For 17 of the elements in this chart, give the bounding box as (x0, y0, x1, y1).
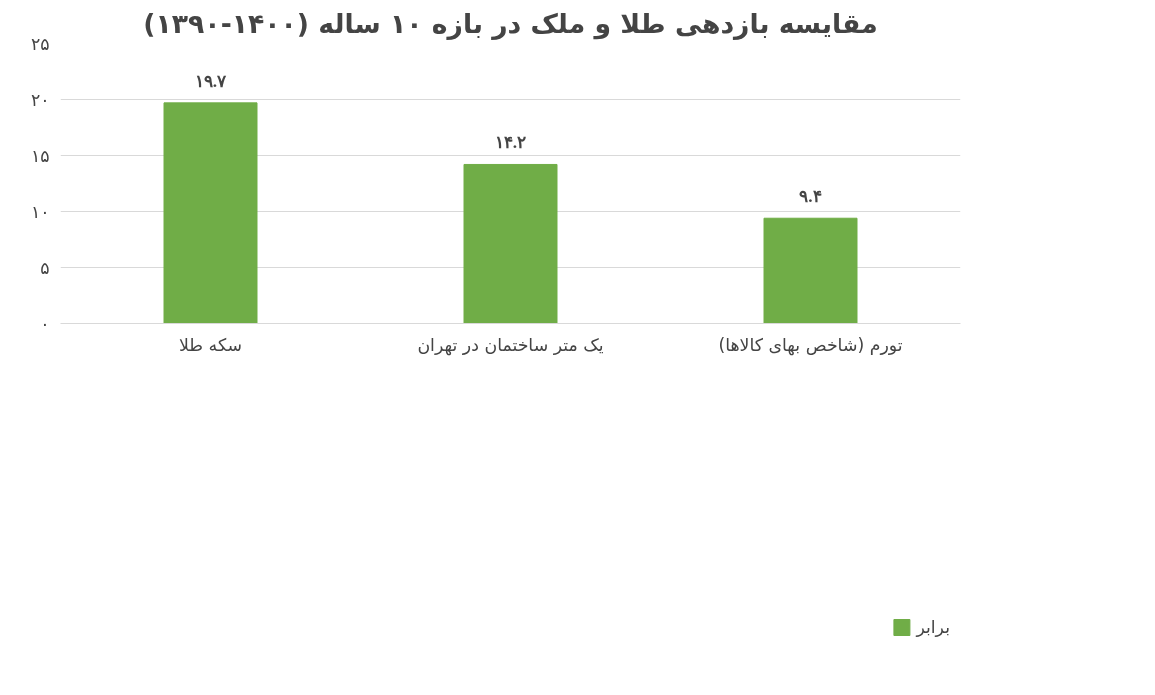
x-tick-label: سکه طلا (178, 334, 243, 355)
y-tick-label: ۰ (40, 313, 50, 334)
data-label: ۱۹.۷ (194, 71, 228, 91)
bar (463, 163, 558, 324)
y-tick-label: ۵ (40, 257, 50, 278)
y-tick-label: ۲۰ (30, 89, 50, 110)
x-tick-label: تورم (شاخص بهای کالاها) (718, 334, 903, 356)
y-tick-label: ۱۰ (30, 201, 50, 222)
legend-label: برابر (916, 617, 950, 637)
data-label: ۱۴.۲ (494, 133, 527, 153)
y-tick-label: ۲۵ (30, 33, 50, 54)
bar (163, 102, 258, 324)
x-tick-label: یک متر ساختمان در تهران (417, 334, 604, 356)
chart-title: مقایسه بازدهی طلا و ملک در بازه ۱۰ ساله (۱۴۰۰-۱۳۹۰) (143, 7, 878, 40)
bar (763, 217, 858, 324)
data-label: ۹.۴ (799, 187, 822, 207)
y-tick-label: ۱۵ (30, 145, 50, 166)
